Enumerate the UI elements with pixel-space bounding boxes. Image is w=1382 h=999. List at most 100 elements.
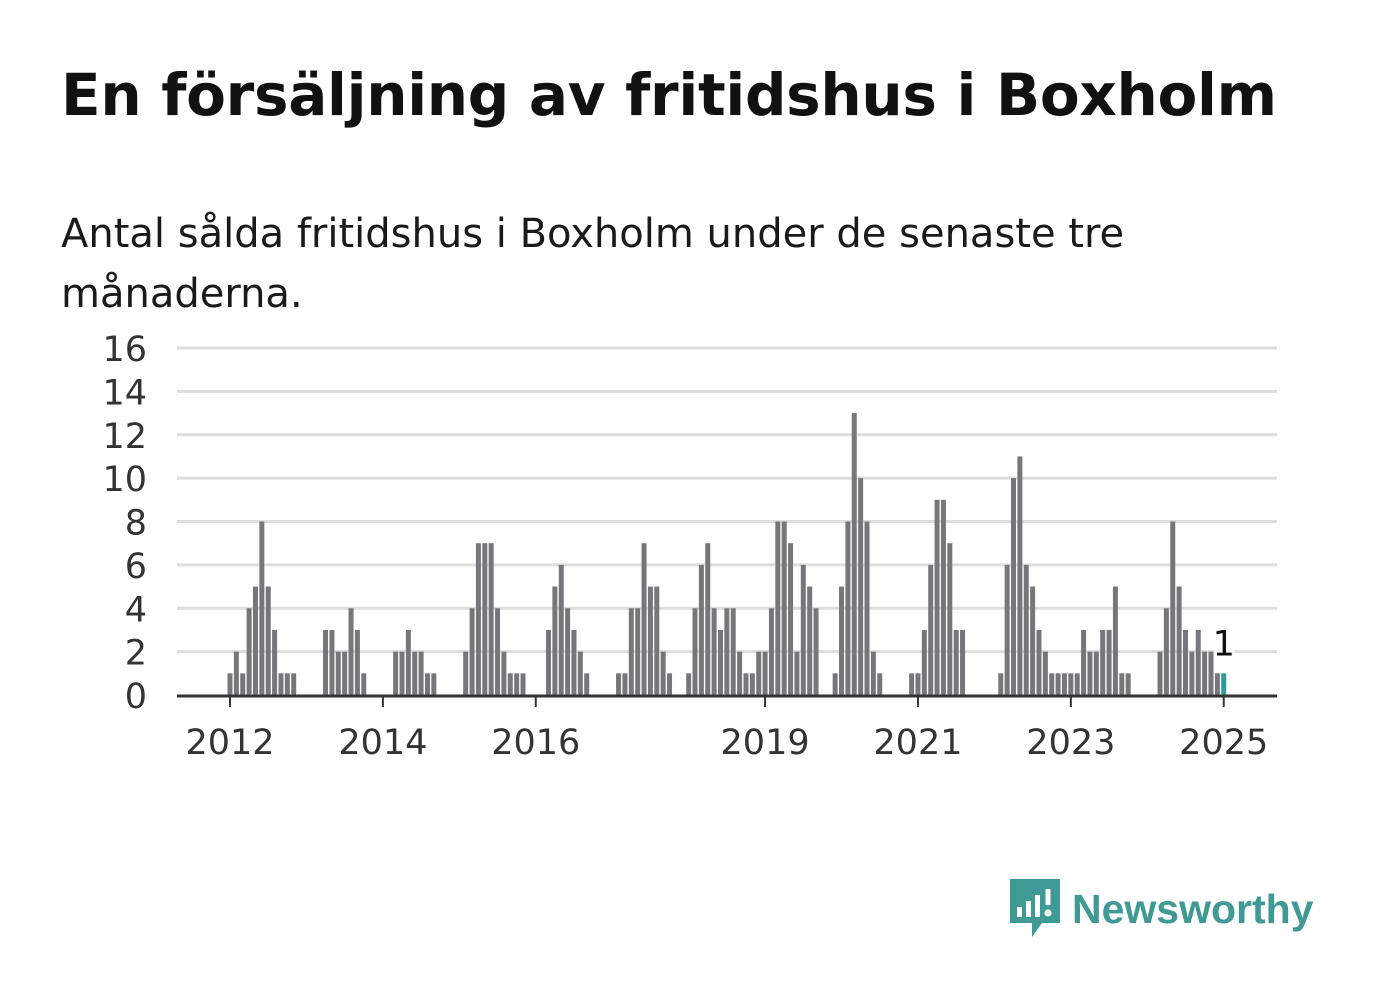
bar (1112, 586, 1118, 695)
bar (616, 673, 622, 695)
bar (1030, 586, 1036, 695)
bar (329, 629, 335, 695)
bar (1100, 629, 1106, 695)
bar (546, 629, 551, 695)
bar (1106, 629, 1112, 695)
bar (558, 564, 564, 695)
x-tick-label: 2012 (185, 723, 274, 763)
bar (469, 608, 475, 695)
bar (870, 651, 876, 695)
bar (705, 543, 711, 695)
y-tick-label: 0 (125, 677, 147, 717)
annotations: 1 (1210, 621, 1238, 667)
newsworthy-logo-icon (1010, 879, 1060, 937)
bar (864, 521, 870, 695)
bar (565, 608, 571, 695)
bar (915, 673, 921, 695)
bar (495, 608, 501, 695)
bar (342, 651, 348, 695)
newsworthy-logo-text: Newsworthy (1072, 885, 1314, 932)
bar (1163, 608, 1169, 695)
bar (832, 673, 838, 695)
x-tick-label: 2023 (1026, 723, 1115, 763)
y-tick-label: 16 (102, 330, 147, 370)
bar (259, 521, 265, 695)
bar (475, 543, 481, 695)
grid-lines (177, 346, 1277, 654)
bar (909, 673, 915, 695)
bar (1202, 651, 1208, 695)
bar (960, 629, 966, 695)
bar (278, 673, 284, 695)
chart-title: En försäljning av fritidshus i Boxholm (61, 61, 1277, 129)
bar (571, 629, 577, 695)
bar (647, 586, 653, 695)
bar (749, 673, 755, 695)
bar (775, 521, 781, 695)
bar (851, 413, 857, 695)
x-tick-label: 2025 (1179, 723, 1268, 763)
bar (1068, 673, 1074, 695)
bar (762, 651, 768, 695)
x-tick-label: 2019 (721, 723, 810, 763)
y-tick-label: 14 (102, 373, 147, 413)
bar (501, 651, 507, 695)
x-tick-label: 2021 (873, 723, 962, 763)
bar (788, 543, 794, 695)
bar (424, 673, 430, 695)
bar (1061, 673, 1067, 695)
bar (265, 586, 271, 695)
bar (934, 499, 940, 695)
bar (800, 564, 806, 695)
bar (361, 673, 367, 695)
highlight-bar (1221, 673, 1227, 695)
bar (698, 564, 704, 695)
bar (1017, 456, 1023, 695)
bar (1157, 651, 1163, 695)
bar (418, 651, 424, 695)
y-tick-label: 6 (125, 547, 147, 587)
bar (246, 608, 252, 695)
bar (1119, 673, 1125, 695)
bar (1195, 629, 1201, 695)
bar (514, 673, 520, 695)
bar (1176, 586, 1182, 695)
bar (284, 673, 290, 695)
bar (291, 673, 297, 695)
bar (781, 521, 787, 695)
y-tick-label: 2 (125, 634, 147, 674)
bar (794, 651, 800, 695)
bar (323, 629, 329, 695)
bars (227, 413, 1227, 695)
bar (813, 608, 819, 695)
bar (1011, 478, 1017, 695)
bar (1093, 651, 1099, 695)
bar (227, 673, 233, 695)
bar (947, 543, 953, 695)
value-label: 1 (1213, 624, 1235, 664)
bar (405, 629, 411, 695)
bar (463, 651, 469, 695)
bar (520, 673, 526, 695)
bar (667, 673, 673, 695)
bar (354, 629, 360, 695)
bar (845, 521, 851, 695)
bar (654, 586, 660, 695)
bar (393, 651, 399, 695)
y-tick-label: 8 (125, 504, 147, 544)
bar (507, 673, 513, 695)
bar (1081, 629, 1087, 695)
y-tick-label: 4 (125, 590, 147, 630)
bar (737, 651, 743, 695)
bar (1214, 673, 1220, 695)
bar (877, 673, 883, 695)
bar (717, 629, 723, 695)
chart-subtitle: Antal sålda fritidshus i Boxholm under d… (61, 211, 1125, 317)
bar (348, 608, 354, 695)
bar (686, 673, 692, 695)
bar (1074, 673, 1080, 695)
bar (240, 673, 246, 695)
bar (1189, 651, 1195, 695)
bar (998, 673, 1004, 695)
